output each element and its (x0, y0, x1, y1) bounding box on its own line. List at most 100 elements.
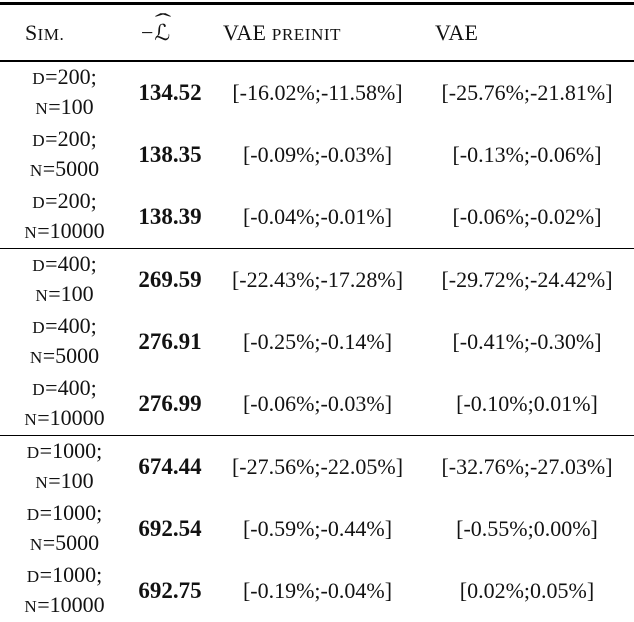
cell-vae-interval: [-0.41%;-0.30%] (452, 329, 602, 354)
sim-small: IM. (37, 24, 65, 44)
sim-line-n: N=10000 (4, 217, 125, 247)
n-value: =100 (48, 94, 94, 119)
sim-label: D=200; N=100 (0, 63, 125, 123)
d-value: =200; (45, 126, 97, 151)
cell-vae-preinit-interval: [-16.02%;-11.58%] (232, 80, 403, 105)
cell-vae-interval: [-29.72%;-24.42%] (441, 267, 613, 292)
cell-vae-interval: [-32.76%;-27.03%] (441, 454, 613, 479)
n-prefix: N (24, 597, 38, 616)
hat-accent: ˆ (154, 8, 172, 33)
vae-preinit-small: PREINIT (271, 24, 342, 44)
d-prefix: D (26, 505, 40, 524)
n-prefix: N (24, 410, 38, 429)
table-row: D=400; N=10000 276.99 [-0.06%;-0.03%] [-0… (0, 373, 634, 436)
d-prefix: D (32, 69, 46, 88)
sim-line-n: N=100 (4, 280, 125, 310)
sim-line-d: D=400; (4, 312, 125, 342)
cell-vae-interval: [-0.10%;0.01%] (456, 391, 598, 416)
table-row: D=200; N=100 134.52 [-16.02%;-11.58%] [-2… (0, 61, 634, 124)
n-prefix: N (35, 99, 49, 118)
sim-line-n: N=10000 (4, 591, 125, 621)
d-prefix: D (26, 567, 40, 586)
d-prefix: D (32, 318, 46, 337)
sim-line-n: N=100 (4, 467, 125, 497)
n-value: =100 (48, 281, 94, 306)
sim-line-n: N=5000 (4, 529, 125, 559)
col-header-sim: SIM. (0, 4, 125, 62)
sim-label: D=400; N=5000 (0, 312, 125, 372)
script-l: ℒ (154, 20, 171, 46)
d-value: =1000; (39, 438, 103, 463)
n-prefix: N (29, 535, 43, 554)
sim-line-d: D=400; (4, 250, 125, 280)
sim-line-n: N=10000 (4, 404, 125, 434)
vae-preinit-cap: VAE (223, 19, 267, 45)
table-row: D=1000; N=100 674.44 [-27.56%;-22.05%] [-… (0, 436, 634, 499)
table-row: D=400; N=100 269.59 [-22.43%;-17.28%] [-2… (0, 249, 634, 312)
d-prefix: D (32, 256, 46, 275)
table-row: D=200; N=10000 138.39 [-0.04%;-0.01%] [-0… (0, 186, 634, 249)
col-header-neg-loglik: − ˆ ℒ (125, 4, 215, 62)
minus-sign: − (141, 19, 154, 45)
group-d1000: D=1000; N=100 674.44 [-27.56%;-22.05%] [-… (0, 436, 634, 622)
table-row: D=200; N=5000 138.35 [-0.09%;-0.03%] [-0.… (0, 124, 634, 186)
cell-vae-interval: [-0.06%;-0.02%] (452, 204, 602, 229)
d-prefix: D (32, 380, 46, 399)
cell-sim: D=1000; N=10000 (0, 560, 125, 622)
cell-vae-interval: [0.02%;0.05%] (459, 578, 595, 603)
sim-line-d: D=200; (4, 187, 125, 217)
cell-sim: D=200; N=10000 (0, 186, 125, 249)
cell-vae-preinit-interval: [-0.59%;-0.44%] (242, 516, 393, 541)
cell-neg-loglik: 692.75 (138, 578, 202, 603)
cell-vae-preinit-interval: [-22.43%;-17.28%] (231, 267, 404, 292)
d-value: =200; (45, 64, 97, 89)
n-value: =5000 (42, 343, 100, 368)
d-value: =1000; (39, 500, 103, 525)
d-value: =400; (45, 251, 97, 276)
d-value: =400; (45, 313, 97, 338)
cell-sim: D=1000; N=5000 (0, 498, 125, 560)
cell-sim: D=400; N=5000 (0, 311, 125, 373)
header-row: SIM. − ˆ ℒ VAE PREINIT VAE (0, 4, 634, 62)
cell-neg-loglik: 692.54 (138, 516, 202, 541)
table-row: D=1000; N=5000 692.54 [-0.59%;-0.44%] [-0… (0, 498, 634, 560)
col-header-vae: VAE (420, 4, 634, 62)
cell-vae-preinit-interval: [-0.04%;-0.01%] (242, 204, 393, 229)
sim-cap: S (25, 19, 38, 45)
sim-line-d: D=200; (4, 63, 125, 93)
cell-neg-loglik: 134.52 (138, 80, 202, 105)
cell-sim: D=200; N=100 (0, 61, 125, 124)
n-prefix: N (35, 473, 49, 492)
cell-vae-preinit-interval: [-0.25%;-0.14%] (242, 329, 393, 354)
sim-line-d: D=1000; (4, 499, 125, 529)
cell-vae-interval: [-0.55%;0.00%] (456, 516, 598, 541)
n-value: =5000 (42, 156, 100, 181)
group-d200: D=200; N=100 134.52 [-16.02%;-11.58%] [-2… (0, 61, 634, 249)
cell-neg-loglik: 276.91 (138, 329, 202, 354)
d-value: =200; (45, 188, 97, 213)
table-row: D=400; N=5000 276.91 [-0.25%;-0.14%] [-0.… (0, 311, 634, 373)
cell-vae-preinit-interval: [-0.09%;-0.03%] (242, 142, 393, 167)
vae-cap: VAE (435, 19, 479, 45)
n-value: =5000 (42, 530, 100, 555)
sim-label: D=200; N=5000 (0, 125, 125, 185)
cell-sim: D=200; N=5000 (0, 124, 125, 186)
d-value: =1000; (39, 562, 103, 587)
col-header-vae-preinit: VAE PREINIT (215, 4, 420, 62)
cell-neg-loglik: 138.39 (138, 204, 202, 229)
sim-line-d: D=1000; (4, 437, 125, 467)
cell-vae-interval: [-25.76%;-21.81%] (441, 80, 613, 105)
n-value: =10000 (37, 218, 105, 243)
n-value: =100 (48, 468, 94, 493)
n-prefix: N (29, 161, 43, 180)
cell-vae-preinit-interval: [-27.56%;-22.05%] (231, 454, 404, 479)
n-prefix: N (29, 348, 43, 367)
table-row: D=1000; N=10000 692.75 [-0.19%;-0.04%] [0… (0, 560, 634, 622)
table-header: SIM. − ˆ ℒ VAE PREINIT VAE (0, 4, 634, 62)
cell-neg-loglik: 276.99 (138, 391, 202, 416)
group-d400: D=400; N=100 269.59 [-22.43%;-17.28%] [-2… (0, 249, 634, 436)
sim-line-n: N=5000 (4, 342, 125, 372)
cell-vae-preinit-interval: [-0.06%;-0.03%] (242, 391, 393, 416)
